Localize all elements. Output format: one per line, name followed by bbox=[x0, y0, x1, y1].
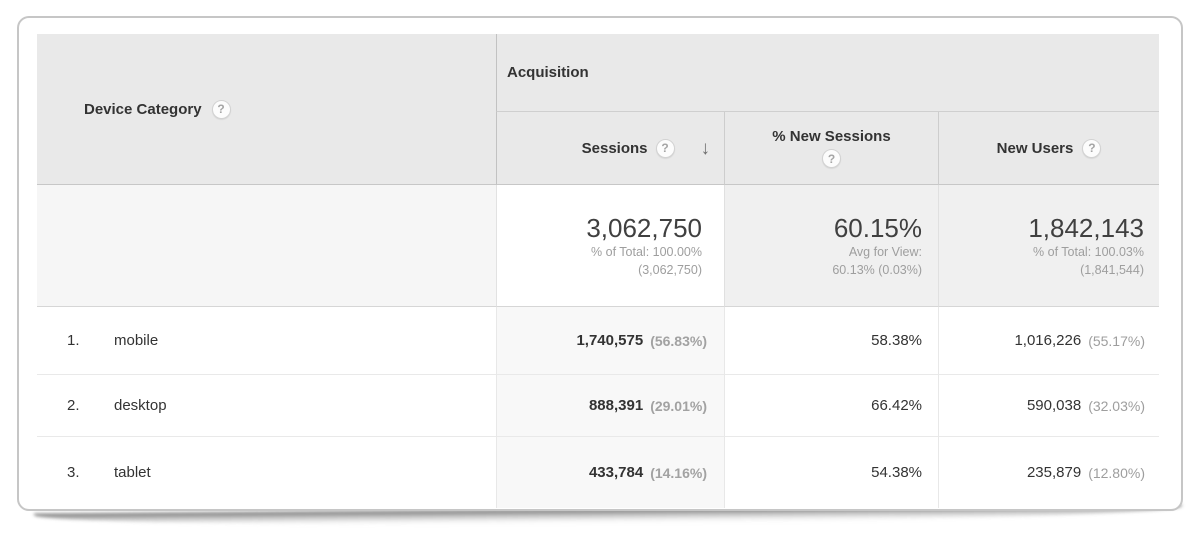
new-sessions-average-value: 60.15% bbox=[833, 212, 922, 243]
new-users-header-label: New Users bbox=[996, 139, 1074, 157]
device-name[interactable]: tablet bbox=[114, 464, 151, 481]
new-sessions-value: 54.38% bbox=[871, 464, 922, 481]
sessions-cell: 888,391 (29.01%) bbox=[496, 374, 724, 436]
table-row-dimension: 1. mobile bbox=[37, 307, 496, 374]
summary-sessions-cell: 3,062,750 % of Total: 100.00% (3,062,750… bbox=[496, 185, 724, 307]
new-sessions-cell: 58.38% bbox=[724, 307, 938, 374]
new-sessions-value: 58.38% bbox=[871, 332, 922, 349]
percent-new-sessions-header-label: % New Sessions bbox=[772, 128, 891, 145]
new-sessions-value: 66.42% bbox=[871, 397, 922, 414]
new-sessions-cell: 54.38% bbox=[724, 436, 938, 508]
analytics-report-card: Device Category ? Acquisition Sessions ?… bbox=[17, 16, 1183, 511]
row-index: 2. bbox=[67, 397, 80, 414]
device-name[interactable]: mobile bbox=[114, 332, 159, 349]
sessions-column-header[interactable]: Sessions ? ↓ bbox=[496, 112, 724, 185]
sessions-value: 888,391 bbox=[588, 397, 644, 414]
new-users-total-note: % of Total: 100.03% bbox=[1033, 245, 1144, 259]
summary-new-sessions-cell: 60.15% Avg for View: 60.13% (0.03%) bbox=[724, 185, 938, 307]
summary-new-users-cell: 1,842,143 % of Total: 100.03% (1,841,544… bbox=[938, 185, 1159, 307]
new-users-value: 235,879 bbox=[1026, 464, 1082, 481]
sessions-total-note: (3,062,750) bbox=[638, 262, 702, 277]
table-row-dimension: 3. tablet bbox=[37, 436, 496, 508]
summary-dimension-cell bbox=[37, 185, 496, 307]
device-category-column-header[interactable]: Device Category ? bbox=[37, 34, 496, 185]
new-users-total-note: (1,841,544) bbox=[1080, 262, 1144, 277]
device-name[interactable]: desktop bbox=[114, 397, 167, 414]
new-users-percent: (12.80%) bbox=[1088, 464, 1145, 481]
new-users-total-value: 1,842,143 bbox=[1028, 212, 1144, 243]
new-users-cell: 235,879 (12.80%) bbox=[938, 436, 1159, 508]
sessions-percent: (29.01%) bbox=[650, 397, 707, 414]
new-users-cell: 590,038 (32.03%) bbox=[938, 374, 1159, 436]
help-icon[interactable]: ? bbox=[211, 99, 231, 119]
device-category-header-label: Device Category bbox=[84, 100, 202, 118]
sessions-header-label: Sessions bbox=[581, 139, 648, 157]
help-icon[interactable]: ? bbox=[1082, 138, 1102, 158]
sessions-percent: (56.83%) bbox=[650, 332, 707, 349]
new-users-value: 1,016,226 bbox=[1014, 332, 1082, 349]
sessions-percent: (14.16%) bbox=[650, 464, 707, 481]
sessions-value: 433,784 bbox=[588, 464, 644, 481]
new-sessions-average-note: 60.13% (0.03%) bbox=[832, 262, 922, 277]
device-category-table: Device Category ? Acquisition Sessions ?… bbox=[37, 34, 1159, 508]
help-icon[interactable]: ? bbox=[822, 149, 841, 168]
new-users-column-header[interactable]: New Users ? bbox=[938, 112, 1159, 185]
percent-new-sessions-column-header[interactable]: % New Sessions ? bbox=[724, 112, 938, 185]
new-sessions-cell: 66.42% bbox=[724, 374, 938, 436]
new-sessions-average-note: Avg for View: bbox=[848, 245, 922, 259]
sessions-total-value: 3,062,750 bbox=[586, 212, 702, 243]
acquisition-header-label: Acquisition bbox=[507, 64, 589, 81]
new-users-cell: 1,016,226 (55.17%) bbox=[938, 307, 1159, 374]
row-index: 1. bbox=[67, 332, 80, 349]
new-users-percent: (55.17%) bbox=[1088, 332, 1145, 349]
new-users-value: 590,038 bbox=[1026, 397, 1082, 414]
help-icon[interactable]: ? bbox=[655, 138, 675, 158]
sort-descending-icon: ↓ bbox=[700, 137, 711, 159]
row-index: 3. bbox=[67, 464, 80, 481]
sessions-total-note: % of Total: 100.00% bbox=[591, 245, 702, 259]
new-users-percent: (32.03%) bbox=[1088, 397, 1145, 414]
sessions-value: 1,740,575 bbox=[576, 332, 644, 349]
sessions-cell: 1,740,575 (56.83%) bbox=[496, 307, 724, 374]
acquisition-group-header: Acquisition bbox=[496, 34, 1159, 112]
table-row-dimension: 2. desktop bbox=[37, 374, 496, 436]
sessions-cell: 433,784 (14.16%) bbox=[496, 436, 724, 508]
